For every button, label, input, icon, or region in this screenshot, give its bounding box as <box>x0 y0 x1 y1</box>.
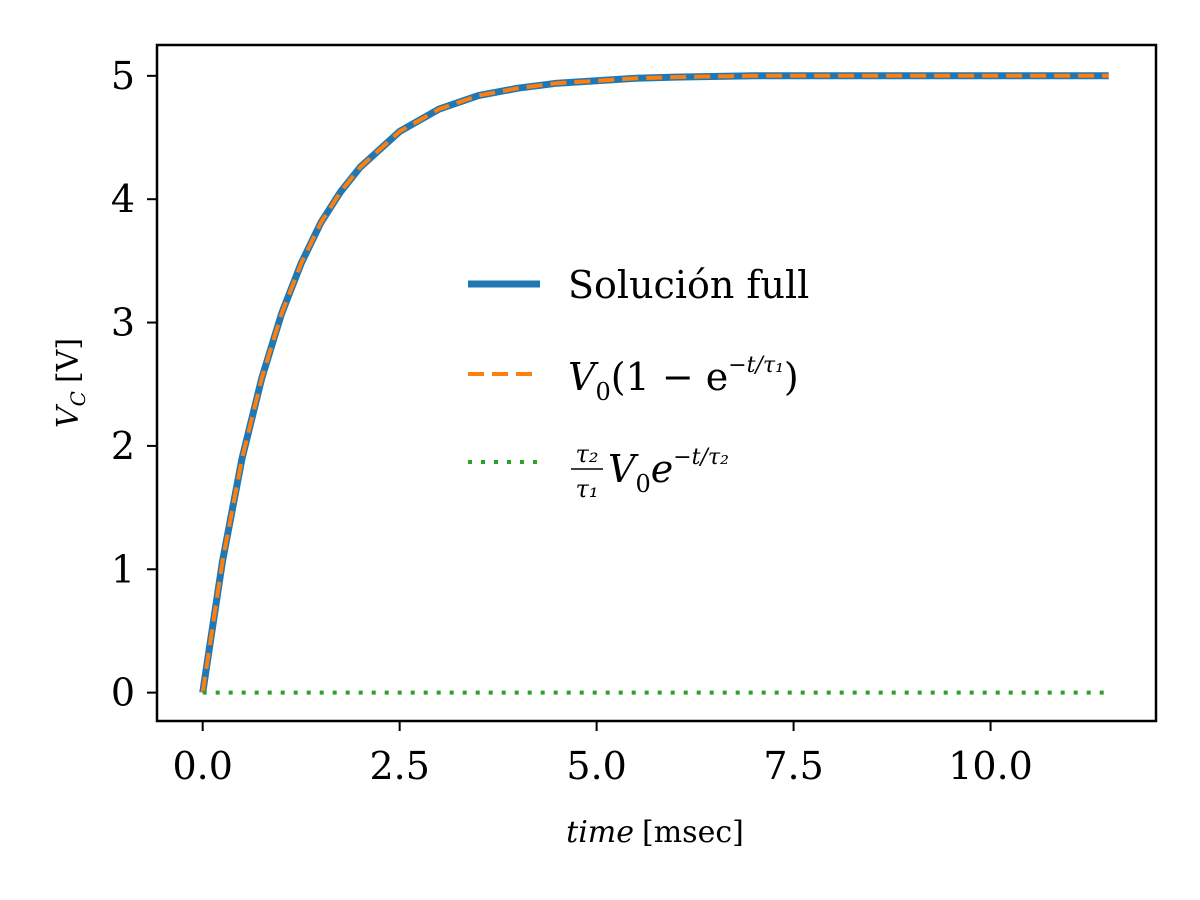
legend-1-prefix: V <box>568 355 599 399</box>
y-tick-label: 0 <box>111 671 135 715</box>
legend-2-sup: −t/τ₂ <box>673 445 729 470</box>
legend-2-frac-num: τ₂ <box>576 440 599 468</box>
legend-2-mid: e <box>651 447 674 491</box>
y-tick-label: 1 <box>111 547 135 591</box>
series-line-v0-charge <box>200 73 1109 693</box>
legend-1-mid: (1 − e <box>611 355 729 399</box>
y-tick-label: 2 <box>111 424 135 468</box>
x-tick-label: 0.0 <box>172 744 232 788</box>
x-tick-label: 5.0 <box>566 744 626 788</box>
x-axis-label: time [msec] <box>566 815 744 850</box>
legend-2-prefix: V <box>608 447 639 491</box>
legend-1-end: ) <box>784 355 799 399</box>
legend-2-frac-den: τ₁ <box>576 475 599 503</box>
y-tick-label: 4 <box>111 177 135 221</box>
legend-label-v0-charge: V0(1 − e−t/τ₁) <box>568 353 799 406</box>
ticks-layer: 0.0 2.5 5.0 7.5 10.0 0 1 2 3 4 5 <box>111 54 1033 788</box>
y-axis-label-unit: [V] <box>51 338 86 383</box>
y-axis-label-sub: C <box>66 391 90 406</box>
x-axis-label-italic: time <box>566 815 634 850</box>
y-axis-label-main: V <box>51 403 86 428</box>
x-tick-label: 10.0 <box>948 744 1033 788</box>
legend-1-sub: 0 <box>595 378 610 406</box>
legend: Solución full V0(1 − e−t/τ₁) τ₂ τ₁ V0e−t… <box>468 263 809 503</box>
legend-1-sup: −t/τ₁ <box>728 353 784 378</box>
y-tick-label: 3 <box>111 301 135 345</box>
legend-2-body: V0e−t/τ₂ <box>608 445 729 498</box>
x-tick-label: 2.5 <box>369 744 429 788</box>
x-tick-label: 7.5 <box>763 744 823 788</box>
y-tick-label: 5 <box>111 54 135 98</box>
series-layer <box>199 72 1109 695</box>
legend-label-tau-ratio: τ₂ τ₁ V0e−t/τ₂ <box>571 440 729 503</box>
y-axis-label: VC [V] <box>51 338 90 428</box>
legend-label-solution-full: Solución full <box>568 263 809 307</box>
x-axis-label-unit: [msec] <box>642 815 744 850</box>
legend-2-sub: 0 <box>635 470 650 498</box>
plot-frame <box>155 43 1158 723</box>
